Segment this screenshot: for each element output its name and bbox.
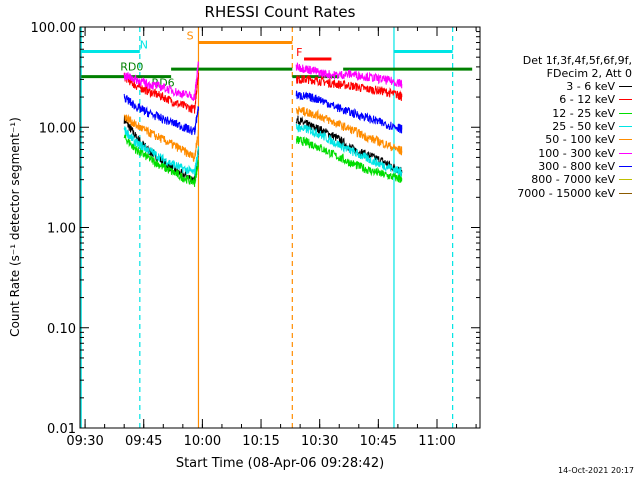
y-tick-label: 100.00 [31,21,77,36]
legend-label: 25 - 50 keV [552,120,615,134]
legend-entry: 25 - 50 keV [484,120,632,133]
legend: Det 1f,3f,4f,5f,6f,9f, FDecim 2, Att 0 3… [484,54,632,200]
legend-label: 50 - 100 keV [545,133,615,147]
x-tick-label: 10:15 [242,434,279,449]
series-line [123,126,199,177]
generated-timestamp: 14-Oct-2021 20:17 [558,466,634,475]
legend-swatch [619,99,632,101]
annotation-f: F [296,46,302,59]
legend-entries: 3 - 6 keV 6 - 12 keV 12 - 25 keV 25 - 50 ke… [484,80,632,200]
series-line [295,123,403,177]
x-tick-label: 09:45 [125,434,162,449]
annotation-rd0: RD0 [120,61,143,74]
series-line [295,90,403,134]
annotation-s: S [187,30,194,43]
series-line [295,115,403,177]
legend-swatch [619,139,632,141]
legend-entry: 7000 - 15000 keV [484,186,632,200]
legend-swatch [619,86,632,88]
annotation-n: N [140,38,148,51]
y-tick-label: 1.00 [47,222,76,237]
y-tick-label: 10.00 [39,121,76,136]
legend-label: 3 - 6 keV [566,80,615,94]
legend-entry: 50 - 100 keV [484,133,632,146]
y-tick-label: 0.01 [47,422,76,437]
axes-layer: 0.01 0.10 1.00 10.00 100.00 09:30 09:45 10:00 10… [31,21,480,449]
x-tick-label: 10:45 [360,434,397,449]
x-tick-label: 10:30 [301,434,338,449]
legend-entry: 300 - 800 keV [484,160,632,173]
legend-label: 7000 - 15000 keV [517,186,615,200]
series-line [295,74,403,102]
series-line [295,62,403,89]
legend-entry: 100 - 300 keV [484,146,632,160]
legend-entry: 3 - 6 keV [484,80,632,93]
series-line [123,72,199,114]
legend-swatch [619,126,632,128]
legend-swatch [619,165,632,167]
y-tick-label: 0.10 [47,322,76,337]
series-line [123,61,199,102]
x-tick-label: 11:00 [418,434,455,449]
legend-header-line-1: Det 1f,3f,4f,5f,6f,9f, [522,54,632,67]
legend-swatch [619,112,632,114]
legend-swatch [619,152,632,154]
series-line [123,93,199,136]
legend-entry: 6 - 12 keV [484,93,632,106]
legend-label: 6 - 12 keV [559,93,615,107]
legend-swatch [619,179,632,181]
legend-label: 800 - 7000 keV [531,173,615,187]
chart-title: RHESSI Count Rates [205,3,356,21]
legend-header-line-2: FDecim 2, Att 0 [546,67,632,80]
x-tick-label: 09:30 [66,434,103,449]
series-line [123,133,199,187]
legend-label: 12 - 25 keV [552,106,615,120]
legend-swatch [619,192,632,194]
legend-label: 300 - 800 keV [538,159,615,173]
series-line [295,136,403,183]
x-axis-label: Start Time (08-Apr-06 09:28:42) [176,456,384,471]
x-tick-label: 10:00 [184,434,221,449]
legend-entry: 12 - 25 keV [484,107,632,120]
y-axis-label: Count Rate (s⁻¹ detector segment⁻¹) [8,117,22,337]
legend-label: 100 - 300 keV [538,146,615,160]
legend-entry: 800 - 7000 keV [484,173,632,186]
series-line [295,106,403,156]
series-layer [123,61,403,187]
series-line [123,113,199,162]
